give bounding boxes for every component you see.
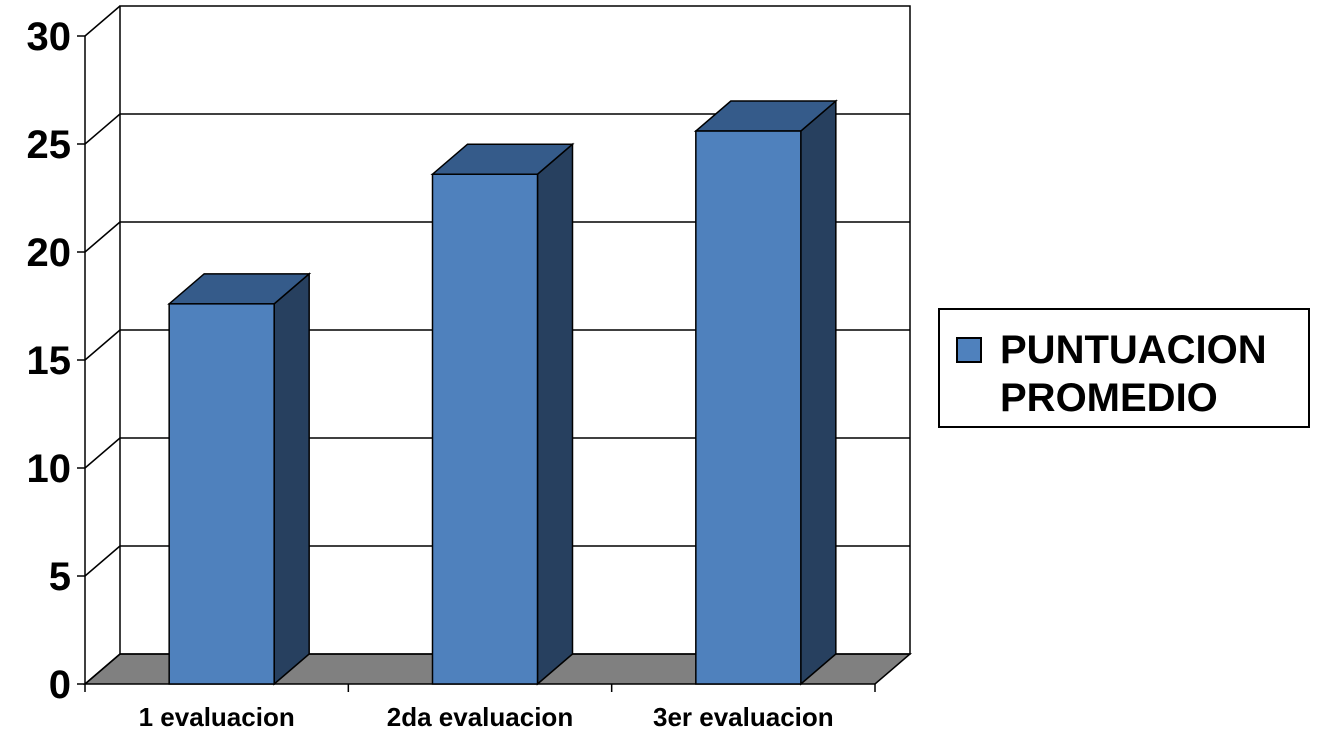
axes <box>77 35 876 692</box>
gridline-side <box>84 329 121 361</box>
bar <box>167 272 312 686</box>
legend: PUNTUACION PROMEDIO <box>938 308 1310 428</box>
bar-side <box>800 99 837 686</box>
legend-label: PUNTUACION PROMEDIO <box>1000 326 1267 422</box>
x-category-label: 3er evaluacion <box>653 702 834 732</box>
x-category-label: 1 evaluacion <box>139 702 295 732</box>
bar <box>430 142 575 686</box>
y-tick-label: 20 <box>27 231 72 275</box>
category-labels: 1 evaluacion 2da evaluacion 3er evaluacion <box>139 702 834 732</box>
y-tick-label: 30 <box>27 15 72 59</box>
gridline-side <box>84 653 121 685</box>
y-tick-label: 10 <box>27 447 72 491</box>
legend-swatch <box>956 337 982 363</box>
legend-label-line-1: PUNTUACION <box>1000 328 1267 372</box>
bar-front <box>695 130 802 685</box>
legend-label-line-2: PROMEDIO <box>1000 376 1218 420</box>
bar-side <box>536 142 574 686</box>
bar-front <box>431 173 539 685</box>
y-tick-label: 25 <box>27 123 72 167</box>
gridline-side <box>84 437 121 469</box>
gridline-side <box>84 113 121 145</box>
gridline-side <box>84 221 121 253</box>
y-tick-label: 5 <box>49 555 71 599</box>
bar <box>693 99 838 686</box>
x-category-label: 2da evaluacion <box>387 702 573 732</box>
gridline-side <box>84 545 121 577</box>
bar-front <box>168 303 275 685</box>
y-tick-label: 15 <box>27 339 72 383</box>
bar-side <box>273 272 310 686</box>
y-tick-label: 0 <box>49 663 71 707</box>
y-tick-labels: 0 5 10 15 20 25 30 <box>27 15 72 707</box>
gridline-side <box>84 5 121 37</box>
bars <box>167 99 838 686</box>
